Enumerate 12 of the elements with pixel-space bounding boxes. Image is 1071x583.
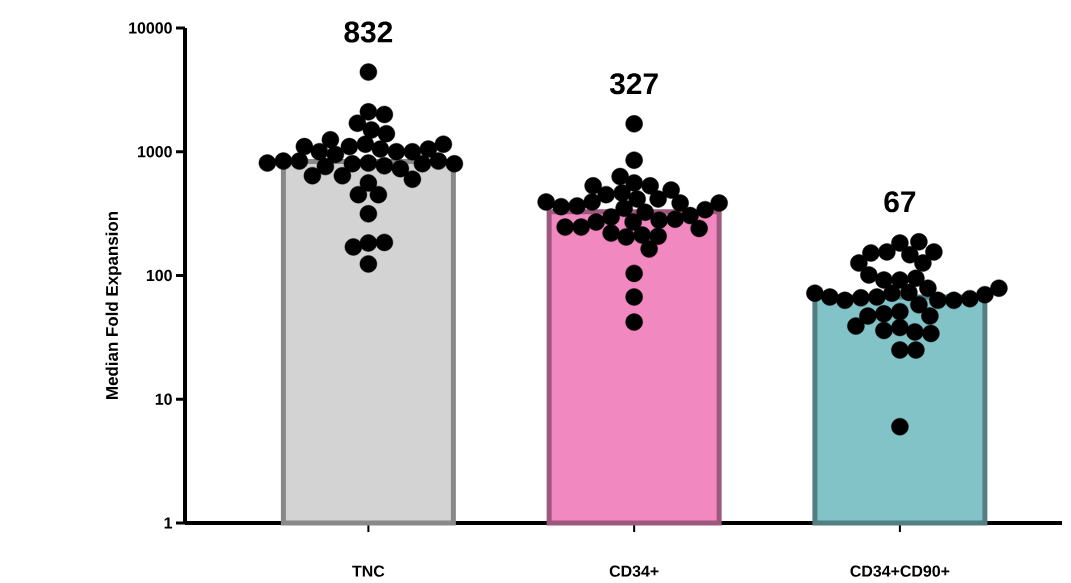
annotation: 327 [609,73,658,95]
x-tick-label: CD34+ [609,565,659,577]
x-tick-label: CD34+CD90+ [850,565,950,577]
y-tick-label: 1 [164,517,173,529]
y-tick-label: 10 [155,393,172,405]
annotation: 832 [344,21,393,43]
y-tick-label: 1000 [138,146,172,158]
annotation: 67 [884,191,916,213]
y-tick-label: 100 [146,269,172,282]
y-tick-label: 10000 [129,22,172,34]
x-tick-label: TNC [352,565,385,577]
y-axis-title: Median Fold Expansion [105,211,122,399]
